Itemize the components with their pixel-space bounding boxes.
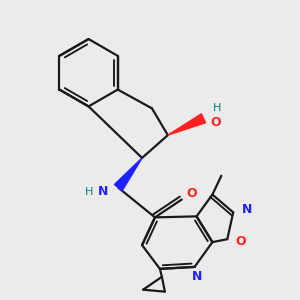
Polygon shape bbox=[114, 158, 142, 191]
Text: O: O bbox=[236, 235, 247, 248]
Text: O: O bbox=[210, 116, 221, 129]
Text: H: H bbox=[213, 103, 222, 113]
Text: N: N bbox=[191, 270, 202, 283]
Text: O: O bbox=[186, 187, 197, 200]
Text: N: N bbox=[98, 185, 109, 198]
Text: H: H bbox=[84, 187, 93, 196]
Text: N: N bbox=[242, 203, 252, 216]
Polygon shape bbox=[168, 114, 206, 135]
